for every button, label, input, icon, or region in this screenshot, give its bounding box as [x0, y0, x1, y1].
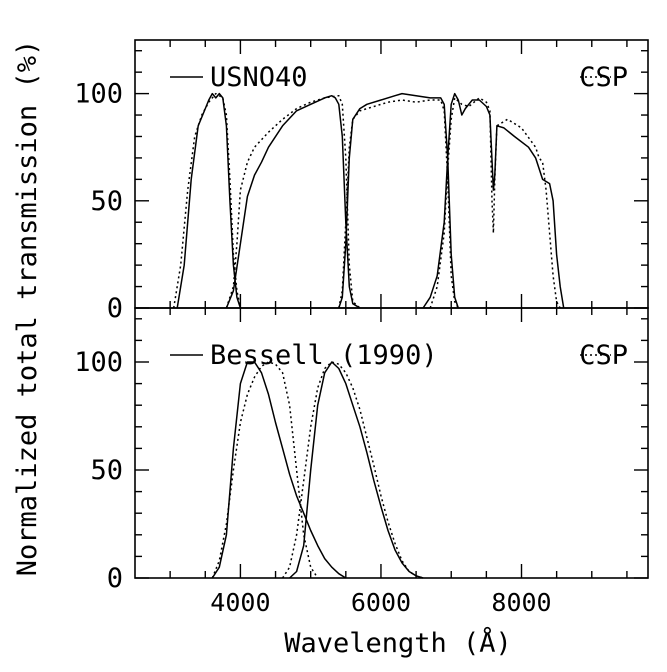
y-tick-label: 100 — [74, 347, 123, 378]
bottom-panel: 4000 6000 8000 0 50 100 Bessell (1990) CSP — [74, 307, 649, 617]
series-line-csp-band-2 — [225, 94, 361, 309]
legend-label: USNO40 — [210, 62, 308, 93]
series-line-csp-band-4 — [429, 97, 561, 309]
x-tick-label: 4000 — [210, 588, 270, 617]
series-line-reference-band-3 — [338, 92, 460, 309]
plot-frame — [134, 307, 649, 579]
series-line-csp-band-1 — [172, 92, 242, 309]
x-tick-label: 6000 — [351, 588, 411, 617]
series-line-reference-band-1 — [211, 361, 347, 579]
series-line-reference-band-2 — [225, 94, 361, 309]
y-axis-label: Normalized total transmission (%) — [12, 40, 43, 576]
series-line-reference-band-1 — [176, 92, 242, 309]
series-line-reference-band-2 — [289, 361, 424, 579]
y-tick-label: 0 — [107, 293, 123, 324]
y-tick-label: 50 — [90, 455, 123, 486]
legend-label: Bessell (1990) — [210, 340, 438, 371]
series-line-reference-band-4 — [422, 92, 565, 309]
x-tick-label: 8000 — [491, 588, 551, 617]
series-line-csp-band-3 — [338, 99, 459, 309]
legend-label: CSP — [579, 62, 628, 93]
x-axis-label: Wavelength (Å) — [284, 627, 512, 659]
y-tick-label: 0 — [107, 563, 123, 594]
series-line-csp-band-1 — [211, 361, 319, 579]
legend-label: CSP — [579, 340, 628, 371]
top-panel: 0 50 100 USNO40 CSP — [74, 39, 649, 324]
y-tick-label: 100 — [74, 79, 123, 110]
y-tick-label: 50 — [90, 186, 123, 217]
